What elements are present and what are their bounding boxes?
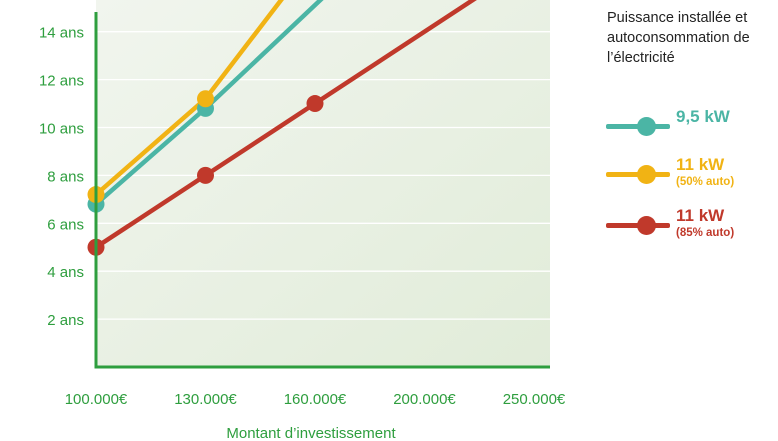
data-point (306, 95, 324, 113)
legend-label: 11 kW (50% auto) (676, 155, 734, 189)
plot-background (96, 0, 550, 368)
legend-label: 11 kW (85% auto) (676, 206, 734, 240)
legend-label: 9,5 kW (676, 107, 730, 127)
y-tick-label: 2 ans (47, 312, 84, 329)
legend-series-name: 9,5 kW (676, 107, 730, 126)
legend-marker-swatch (637, 165, 656, 184)
legend-item: 11 kW (85% auto) (606, 206, 778, 246)
x-tick-label: 130.000€ (174, 391, 237, 408)
legend-marker-swatch (637, 216, 656, 235)
x-tick-label: 100.000€ (65, 391, 128, 408)
x-tick-label: 200.000€ (393, 391, 456, 408)
series-line (96, 0, 477, 250)
legend-item: 11 kW (50% auto) (606, 155, 778, 195)
y-tick-label: 12 ans (39, 73, 84, 90)
legend-marker-swatch (637, 117, 656, 136)
legend-series-note: (85% auto) (676, 227, 735, 239)
legend-item: 9,5 kW (606, 107, 778, 147)
y-tick-labels: 2 ans 4 ans 6 ans 8 ans 10 ans 12 ans 14 ans (39, 25, 84, 329)
x-tick-label: 160.000€ (284, 391, 347, 408)
y-tick-label: 14 ans (39, 25, 84, 42)
data-point (197, 166, 214, 184)
y-tick-label: 8 ans (47, 168, 84, 185)
y-tick-label: 6 ans (47, 216, 84, 233)
x-axis-label: Montant d’investissement (226, 425, 396, 441)
legend-series-name: 11 kW (676, 206, 725, 225)
legend-series-name: 11 kW (676, 155, 725, 174)
y-tick-label: 4 ans (47, 264, 84, 281)
x-tick-labels: 100.000€ 130.000€ 160.000€ 200.000€ 250.000€ (65, 391, 566, 408)
data-point (197, 90, 214, 108)
legend-title: Puissance installée et autoconsommation … (607, 10, 750, 66)
grid (97, 31, 550, 320)
y-tick-label: 10 ans (39, 121, 84, 138)
x-tick-label: 250.000€ (503, 391, 566, 408)
legend-series-note: (50% auto) (676, 176, 735, 188)
